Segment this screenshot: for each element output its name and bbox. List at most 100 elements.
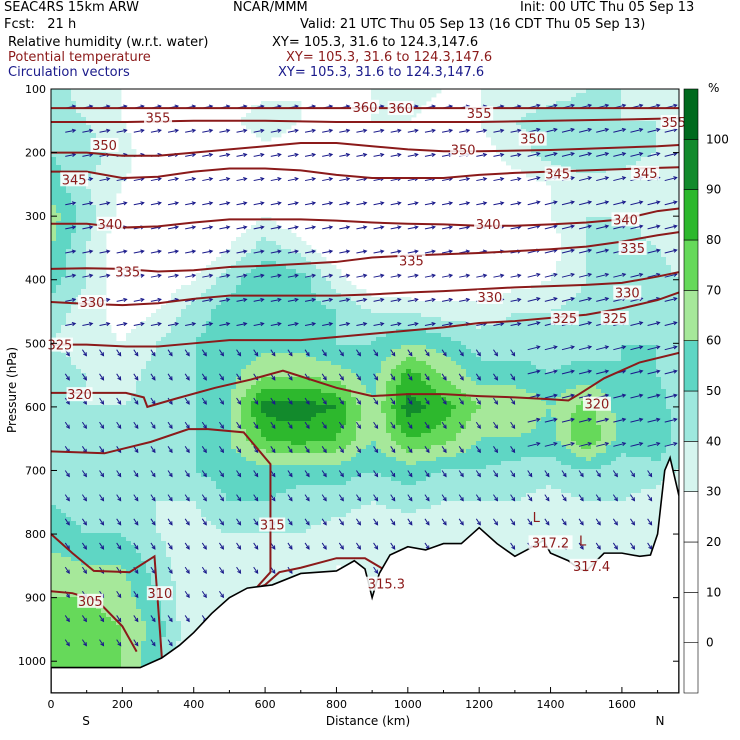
rh-cell (51, 285, 56, 289)
rh-cell (536, 313, 541, 317)
rh-cell (51, 133, 56, 137)
rh-cell (476, 317, 481, 321)
rh-cell (541, 337, 546, 341)
rh-cell (566, 141, 571, 145)
rh-cell (56, 101, 61, 105)
rh-cell (666, 217, 671, 221)
rh-cell (576, 305, 581, 309)
rh-cell (561, 161, 566, 165)
rh-cell (51, 153, 56, 157)
rh-cell (251, 109, 256, 113)
rh-cell (391, 309, 396, 313)
rh-cell (256, 329, 261, 333)
rh-cell (151, 365, 156, 369)
rh-cell (276, 237, 281, 241)
rh-cell (626, 149, 631, 153)
rh-cell (186, 337, 191, 341)
rh-cell (526, 357, 531, 361)
rh-cell (111, 193, 116, 197)
rh-cell (591, 261, 596, 265)
rh-cell (566, 229, 571, 233)
rh-cell (91, 89, 96, 93)
rh-cell (281, 269, 286, 273)
rh-cell (161, 333, 166, 337)
rh-cell (146, 317, 151, 321)
rh-cell (536, 325, 541, 329)
rh-cell (216, 329, 221, 333)
rh-cell (61, 277, 66, 281)
rh-cell (256, 113, 261, 117)
rh-cell (556, 337, 561, 341)
rh-cell (51, 93, 56, 97)
rh-cell (546, 353, 551, 357)
rh-cell (651, 309, 656, 313)
rh-cell (231, 313, 236, 317)
rh-cell (661, 157, 666, 161)
rh-cell (256, 253, 261, 257)
rh-cell (596, 205, 601, 209)
rh-cell (576, 181, 581, 185)
rh-cell (176, 337, 181, 341)
rh-cell (106, 89, 111, 93)
rh-cell (206, 365, 211, 369)
rh-cell (456, 333, 461, 337)
rh-cell (566, 361, 571, 365)
rh-cell (111, 357, 116, 361)
rh-cell (516, 349, 521, 353)
rh-cell (126, 169, 131, 173)
rh-cell (541, 329, 546, 333)
rh-cell (666, 93, 671, 97)
rh-cell (566, 261, 571, 265)
rh-cell (226, 365, 231, 369)
rh-cell (181, 337, 186, 341)
rh-cell (521, 125, 526, 129)
rh-cell (606, 269, 611, 273)
rh-cell (226, 329, 231, 333)
rh-cell (306, 289, 311, 293)
rh-cell (191, 285, 196, 289)
rh-cell (381, 325, 386, 329)
rh-cell (101, 189, 106, 193)
rh-cell (341, 305, 346, 309)
rh-cell (586, 341, 591, 345)
rh-cell (181, 317, 186, 321)
rh-cell (626, 189, 631, 193)
rh-cell (386, 305, 391, 309)
rh-cell (61, 209, 66, 213)
rh-cell (551, 353, 556, 357)
rh-cell (201, 365, 206, 369)
rh-cell (91, 181, 96, 185)
rh-cell (61, 233, 66, 237)
rh-cell (236, 345, 241, 349)
rh-cell (361, 317, 366, 321)
rh-cell (596, 285, 601, 289)
rh-cell (411, 337, 416, 341)
rh-cell (171, 329, 176, 333)
rh-cell (121, 157, 126, 161)
rh-cell (626, 345, 631, 349)
rh-cell (66, 189, 71, 193)
rh-cell (496, 317, 501, 321)
rh-cell (566, 197, 571, 201)
rh-cell (66, 217, 71, 221)
rh-cell (86, 233, 91, 237)
rh-cell (56, 201, 61, 205)
rh-cell (106, 197, 111, 201)
rh-cell (651, 133, 656, 137)
rh-cell (286, 265, 291, 269)
rh-cell (56, 93, 61, 97)
rh-cell (181, 357, 186, 361)
rh-cell (296, 289, 301, 293)
rh-cell (306, 257, 311, 261)
rh-cell (191, 349, 196, 353)
rh-cell (646, 313, 651, 317)
rh-cell (611, 329, 616, 333)
rh-cell (61, 297, 66, 301)
rh-cell (96, 329, 101, 333)
rh-cell (576, 341, 581, 345)
rh-cell (641, 157, 646, 161)
rh-cell (121, 141, 126, 145)
rh-cell (646, 149, 651, 153)
rh-cell (611, 121, 616, 125)
rh-cell (286, 257, 291, 261)
